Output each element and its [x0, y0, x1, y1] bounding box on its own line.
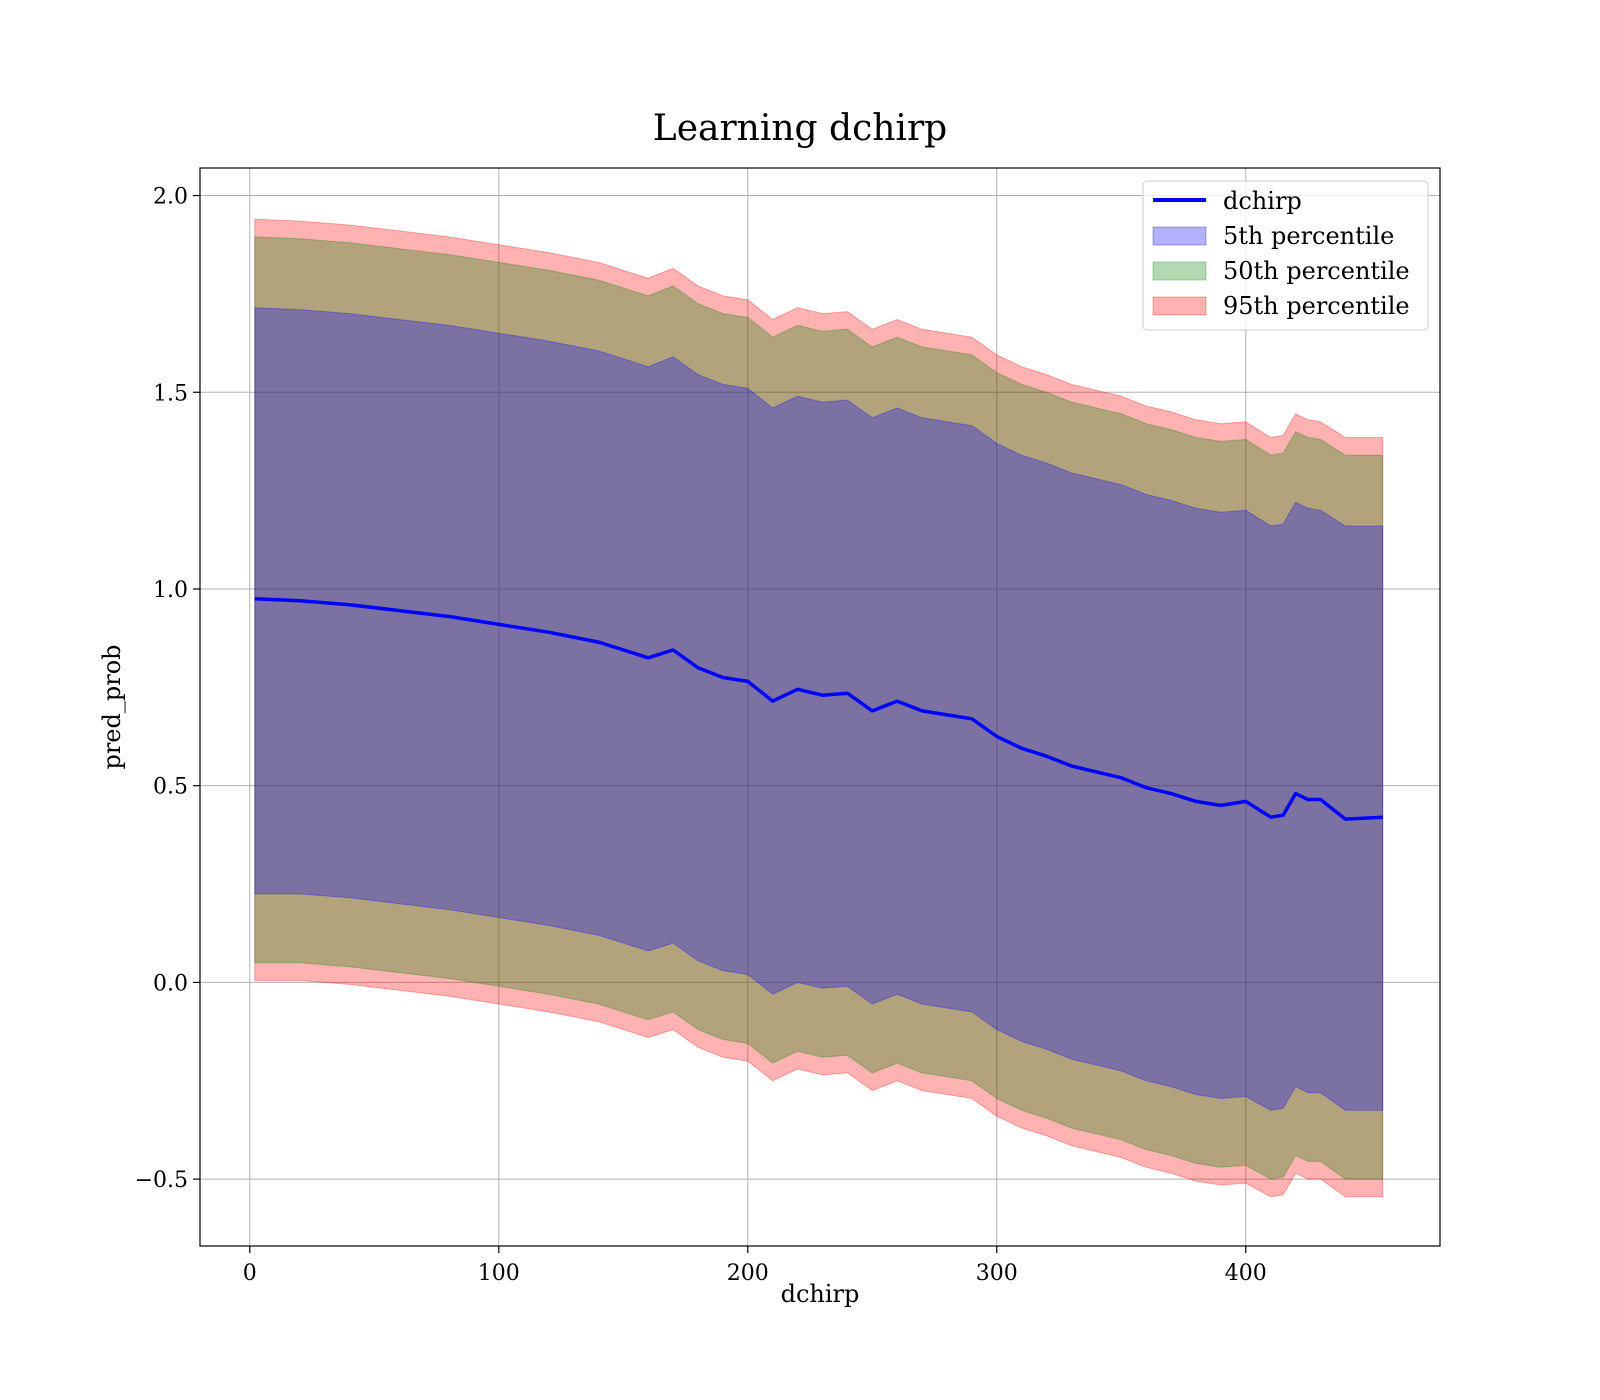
axis-ticks: 0 100 200 300 400 −0.5 0.0 0.5 1.0 1.5 2.0 [135, 185, 1267, 1286]
y-tick-label: 2.0 [153, 185, 188, 210]
x-tick-label: 200 [727, 1261, 769, 1286]
legend-swatch-95th-percentile [1152, 296, 1207, 316]
x-tick-label: 100 [478, 1261, 520, 1286]
y-tick-label: 1.5 [153, 381, 188, 406]
y-tick-label: 1.0 [153, 578, 188, 603]
y-tick-label: 0.5 [153, 775, 188, 800]
band-95th-percentile [254, 218, 1384, 1198]
band-5th-percentile [254, 307, 1384, 1111]
x-tick-label: 400 [1225, 1261, 1267, 1286]
x-tick-label: 300 [976, 1261, 1018, 1286]
band-50th-percentile [254, 236, 1384, 1180]
series-line-layer [254, 597, 1383, 821]
legend-frame [1142, 180, 1429, 331]
percentile-bands [254, 218, 1384, 1198]
legend-label-5th-percentile: 5th percentile [1223, 222, 1394, 250]
legend-swatch-5th-percentile [1152, 226, 1207, 246]
x-axis-label: dchirp [781, 1280, 860, 1308]
legend-label-95th-percentile: 95th percentile [1223, 292, 1410, 320]
legend: dchirp 5th percentile 50th percentile 95… [1142, 180, 1429, 331]
y-tick-label: −0.5 [135, 1168, 188, 1193]
chart-title: Learning dchirp [653, 108, 947, 149]
series-line-dchirp [254, 597, 1383, 821]
y-tick-label: 0.0 [153, 971, 188, 996]
x-tick-label: 0 [243, 1261, 257, 1286]
plot-frame [199, 167, 1441, 1247]
legend-label-dchirp: dchirp [1223, 187, 1302, 215]
y-axis-label: pred_prob [98, 644, 126, 769]
legend-swatch-50th-percentile [1152, 261, 1207, 281]
legend-label-50th-percentile: 50th percentile [1223, 257, 1410, 285]
grid-lines [200, 168, 1440, 1246]
